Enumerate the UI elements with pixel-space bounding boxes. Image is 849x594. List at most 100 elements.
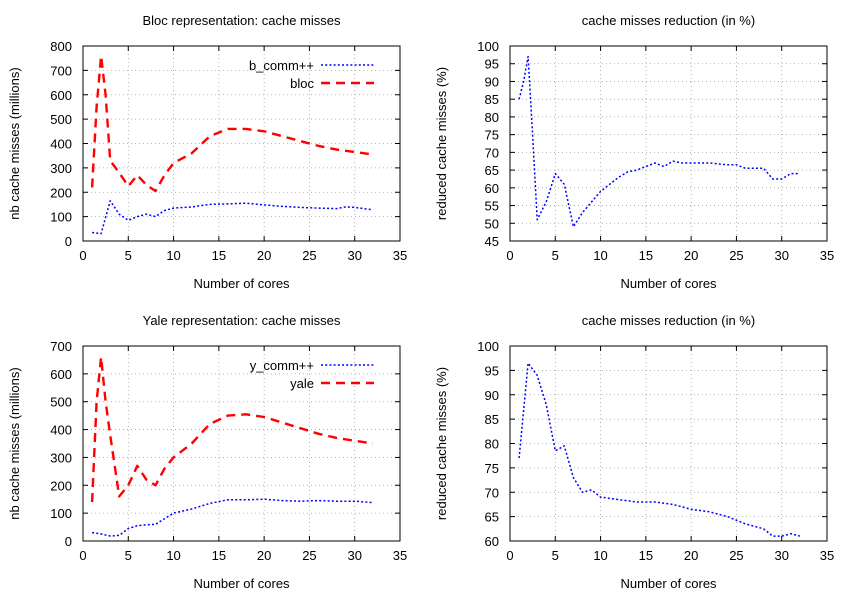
legend-label-b-comm: b_comm++	[249, 58, 314, 73]
x-tick-label: 20	[257, 248, 271, 263]
x-tick-label: 20	[684, 548, 698, 563]
x-axis-label: Number of cores	[620, 276, 717, 291]
x-axis-label: Number of cores	[193, 276, 290, 291]
y-axis-label: nb cache misses (millions)	[7, 67, 22, 219]
y-tick-label: 80	[485, 110, 499, 125]
series-line-bloc	[90, 54, 373, 193]
chart-title: cache misses reduction (in %)	[582, 313, 755, 328]
chart-panel-2: 0 5 10 15 20 25 30 35 45 50 55 60 65 70 75 80 85 90 95 100 c…	[434, 13, 834, 291]
x-tick-label: 15	[639, 248, 653, 263]
x-tick-label: 5	[552, 248, 559, 263]
x-tick-label: 0	[79, 548, 86, 563]
series-line-yale	[90, 355, 373, 503]
y-tick-label: 0	[65, 534, 72, 549]
x-tick-label: 35	[820, 548, 834, 563]
y-tick-label: 500	[50, 395, 72, 410]
y-tick-label: 80	[485, 437, 499, 452]
x-tick-label: 10	[166, 548, 180, 563]
x-tick-label: 20	[257, 548, 271, 563]
legend-label-y-comm: y_comm++	[250, 358, 314, 373]
y-tick-label: 500	[50, 112, 72, 127]
x-tick-label: 5	[125, 248, 132, 263]
x-tick-label: 10	[593, 248, 607, 263]
y-tick-label: 70	[485, 485, 499, 500]
y-tick-label: 600	[50, 88, 72, 103]
legend-label-yale: yale	[290, 376, 314, 391]
x-tick-label: 20	[684, 248, 698, 263]
x-axis-label: Number of cores	[620, 576, 717, 591]
x-tick-label: 5	[552, 548, 559, 563]
chart-title: cache misses reduction (in %)	[582, 13, 755, 28]
y-tick-label: 45	[485, 234, 499, 249]
y-tick-label: 65	[485, 510, 499, 525]
y-tick-label: 100	[50, 210, 72, 225]
y-tick-label: 400	[50, 137, 72, 152]
y-tick-label: 65	[485, 163, 499, 178]
y-tick-label: 100	[477, 339, 499, 354]
legend-label-bloc: bloc	[290, 76, 314, 91]
x-axis-label: Number of cores	[193, 576, 290, 591]
y-axis-label: nb cache misses (millions)	[7, 367, 22, 519]
y-tick-label: 100	[50, 506, 72, 521]
y-tick-label: 200	[50, 478, 72, 493]
legend: b_comm++bloc	[249, 58, 374, 91]
y-tick-label: 90	[485, 388, 499, 403]
y-tick-label: 90	[485, 74, 499, 89]
y-axis-label: reduced cache misses (%)	[434, 67, 449, 220]
x-tick-label: 30	[774, 548, 788, 563]
y-tick-label: 60	[485, 181, 499, 196]
y-tick-label: 85	[485, 412, 499, 427]
x-tick-label: 25	[729, 248, 743, 263]
x-tick-label: 25	[302, 248, 316, 263]
y-tick-label: 55	[485, 199, 499, 214]
x-tick-label: 10	[593, 548, 607, 563]
plot-frame	[509, 45, 828, 242]
plot-frame	[82, 345, 401, 542]
legend: y_comm++yale	[250, 358, 374, 391]
y-tick-label: 400	[50, 423, 72, 438]
x-tick-label: 25	[729, 548, 743, 563]
y-tick-label: 200	[50, 185, 72, 200]
chart-title: Yale representation: cache misses	[143, 313, 341, 328]
plot-frame	[509, 345, 828, 542]
y-tick-label: 85	[485, 92, 499, 107]
x-tick-label: 30	[347, 548, 361, 563]
x-tick-label: 15	[212, 548, 226, 563]
x-tick-label: 35	[393, 548, 407, 563]
x-tick-label: 35	[393, 248, 407, 263]
y-tick-label: 300	[50, 450, 72, 465]
y-tick-label: 100	[477, 39, 499, 54]
x-tick-label: 25	[302, 548, 316, 563]
y-tick-label: 50	[485, 216, 499, 231]
series-line-panel-4	[518, 362, 800, 537]
y-tick-label: 60	[485, 534, 499, 549]
y-tick-label: 75	[485, 461, 499, 476]
x-tick-label: 0	[506, 248, 513, 263]
series-line-y-comm	[91, 498, 373, 537]
y-tick-label: 95	[485, 363, 499, 378]
chart-panel-1: 0 5 10 15 20 25 30 35 0 100 200 300 400 500 600 700 800 B…	[7, 13, 407, 291]
chart-panel-4: 0 5 10 15 20 25 30 35 60 65 70 75 80 85 90 95 100 cache m…	[434, 313, 834, 591]
y-tick-label: 600	[50, 367, 72, 382]
y-tick-label: 800	[50, 39, 72, 54]
x-tick-label: 10	[166, 248, 180, 263]
x-tick-label: 5	[125, 548, 132, 563]
y-tick-label: 75	[485, 128, 499, 143]
x-tick-label: 15	[212, 248, 226, 263]
y-tick-label: 95	[485, 57, 499, 72]
y-tick-label: 0	[65, 234, 72, 249]
x-tick-label: 30	[347, 248, 361, 263]
x-tick-label: 30	[774, 248, 788, 263]
y-tick-label: 700	[50, 339, 72, 354]
plot-frame	[82, 45, 401, 242]
y-tick-label: 70	[485, 145, 499, 160]
chart-panel-3: 0 5 10 15 20 25 30 35 0 100 200 300 400 500 600 700 Yale…	[7, 313, 407, 591]
y-tick-label: 700	[50, 63, 72, 78]
x-tick-label: 0	[506, 548, 513, 563]
x-tick-label: 15	[639, 548, 653, 563]
x-tick-label: 0	[79, 248, 86, 263]
series-line-panel-2	[518, 55, 800, 228]
y-axis-label: reduced cache misses (%)	[434, 367, 449, 520]
y-tick-label: 300	[50, 161, 72, 176]
